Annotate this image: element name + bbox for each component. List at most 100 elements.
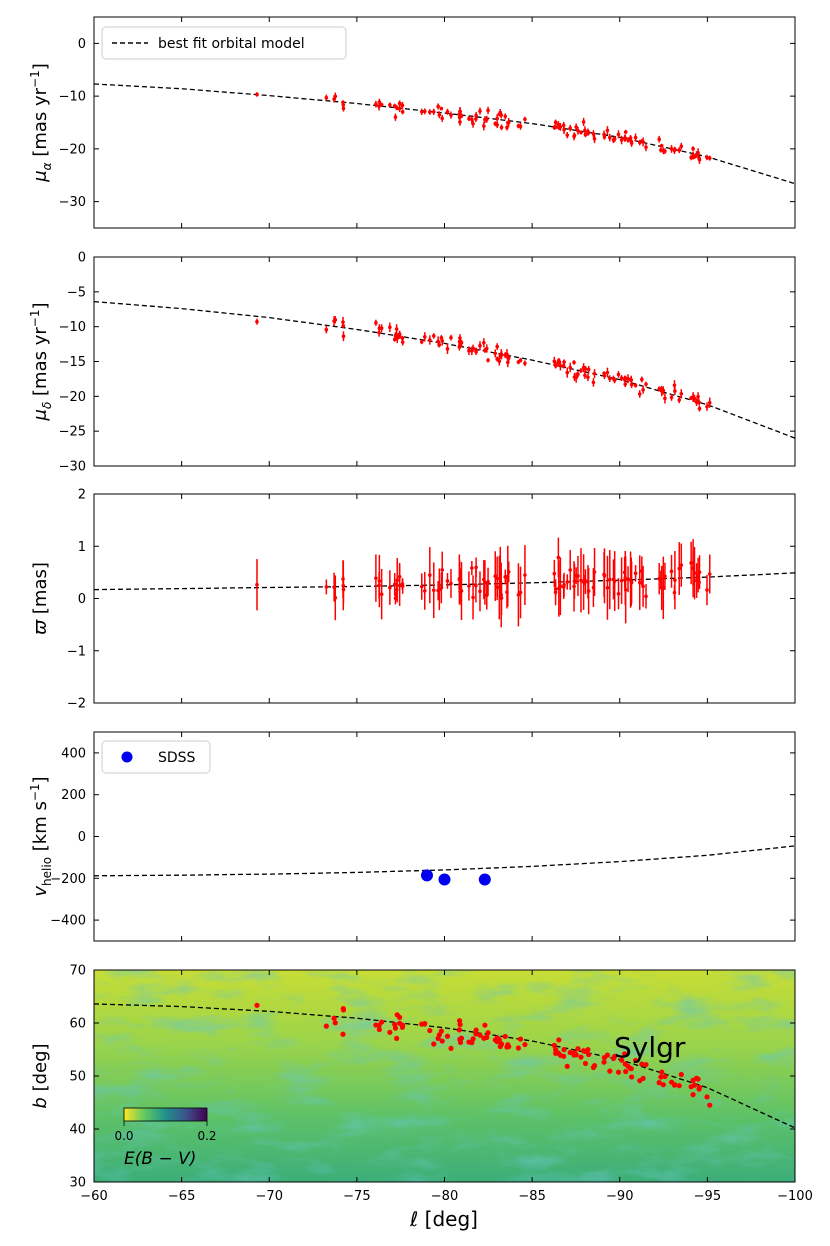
star-point — [323, 1023, 329, 1029]
star-point — [473, 1027, 479, 1033]
star-point — [449, 335, 453, 340]
star-point — [255, 582, 259, 587]
star-point — [419, 109, 424, 114]
star-point — [449, 581, 453, 586]
star-point — [669, 147, 674, 151]
star-point — [677, 398, 682, 402]
star-point — [428, 338, 432, 342]
y-tick-label: 60 — [69, 1017, 86, 1032]
y-tick-label: −25 — [59, 425, 86, 440]
star-point — [575, 1046, 581, 1052]
star-point — [629, 1074, 635, 1080]
star-point — [471, 595, 475, 600]
star-point — [605, 128, 610, 133]
star-point — [696, 150, 700, 155]
star-point — [632, 1057, 639, 1064]
star-point — [576, 372, 580, 376]
model-curve — [93, 300, 796, 439]
star-point — [641, 140, 645, 144]
star-point — [374, 576, 378, 580]
star-point — [628, 1066, 634, 1072]
star-point — [523, 117, 527, 122]
colorbar: 0.0 0.2 E(B − V) — [114, 1107, 217, 1169]
star-point — [707, 1102, 713, 1108]
star-point — [506, 570, 511, 574]
y-axis-label: ϖ [mas] — [30, 562, 51, 635]
star-point — [457, 1021, 463, 1028]
star-point — [379, 102, 384, 107]
star-point — [474, 583, 478, 588]
star-point — [400, 103, 405, 108]
star-point — [572, 375, 577, 379]
legend-model-label: best fit orbital model — [158, 36, 305, 52]
star-point — [440, 116, 445, 121]
star-point — [497, 359, 502, 363]
x-tick-label: −60 — [80, 1189, 107, 1204]
star-point — [393, 596, 398, 601]
star-point — [387, 1029, 393, 1035]
panel-pm-ra: 0 −10 −20 −30 μα [mas yr−1] — [28, 16, 796, 229]
star-point — [659, 143, 664, 148]
star-point — [669, 569, 674, 574]
y-axis-label: μα [mas yr−1] — [28, 63, 54, 183]
star-point — [427, 1027, 433, 1034]
star-point — [601, 1055, 608, 1061]
star-point — [393, 115, 398, 119]
star-point — [374, 320, 378, 325]
star-point — [400, 584, 405, 588]
star-point — [332, 1020, 338, 1026]
star-point — [324, 95, 329, 100]
star-point — [438, 1028, 444, 1034]
star-point — [516, 360, 521, 364]
star-point — [373, 1022, 379, 1028]
star-point — [644, 382, 648, 386]
star-point — [623, 576, 628, 580]
legend-sdss-label: SDSS — [158, 750, 196, 766]
star-point — [679, 391, 684, 396]
star-point — [518, 590, 523, 595]
star-point — [419, 584, 424, 589]
star-point — [581, 120, 586, 124]
y-axis-label: vhelio [km s−1] — [28, 776, 54, 896]
star-point — [628, 136, 633, 140]
star-point — [553, 587, 558, 591]
star-point — [505, 125, 509, 130]
star-point — [496, 1037, 502, 1043]
star-point — [583, 132, 588, 137]
star-point — [394, 1035, 400, 1041]
star-point — [552, 571, 557, 576]
star-point — [641, 387, 645, 392]
star-point — [397, 334, 402, 339]
star-point — [619, 376, 624, 380]
star-point — [445, 347, 450, 351]
y-axis-label: b [deg] — [30, 1043, 51, 1108]
star-point — [644, 594, 648, 599]
star-point — [572, 133, 577, 138]
star-point — [640, 1075, 646, 1082]
star-point — [571, 1050, 578, 1056]
star-point — [470, 566, 474, 570]
star-point — [486, 108, 490, 113]
star-point — [457, 1036, 463, 1042]
star-point — [696, 1084, 703, 1090]
panel-pm-dec: 0 −5 −10 −15 −20 −25 −30 μδ [mas yr−1] — [28, 251, 796, 475]
star-point — [557, 1052, 563, 1058]
star-point — [340, 1007, 347, 1013]
star-point — [422, 335, 427, 339]
star-point — [668, 1079, 675, 1085]
dust-map-texture — [94, 970, 795, 1182]
y-tick-label: 1 — [78, 540, 86, 555]
star-point — [633, 571, 638, 576]
star-point — [482, 124, 486, 128]
model-curve — [93, 1003, 796, 1129]
legend-box — [101, 26, 347, 60]
star-point — [400, 1022, 406, 1028]
star-point — [611, 577, 616, 582]
star-point — [623, 382, 628, 386]
star-point — [341, 334, 346, 339]
star-point — [486, 358, 490, 363]
star-point — [503, 353, 508, 357]
model-curve — [93, 572, 796, 591]
star-point — [629, 139, 634, 144]
